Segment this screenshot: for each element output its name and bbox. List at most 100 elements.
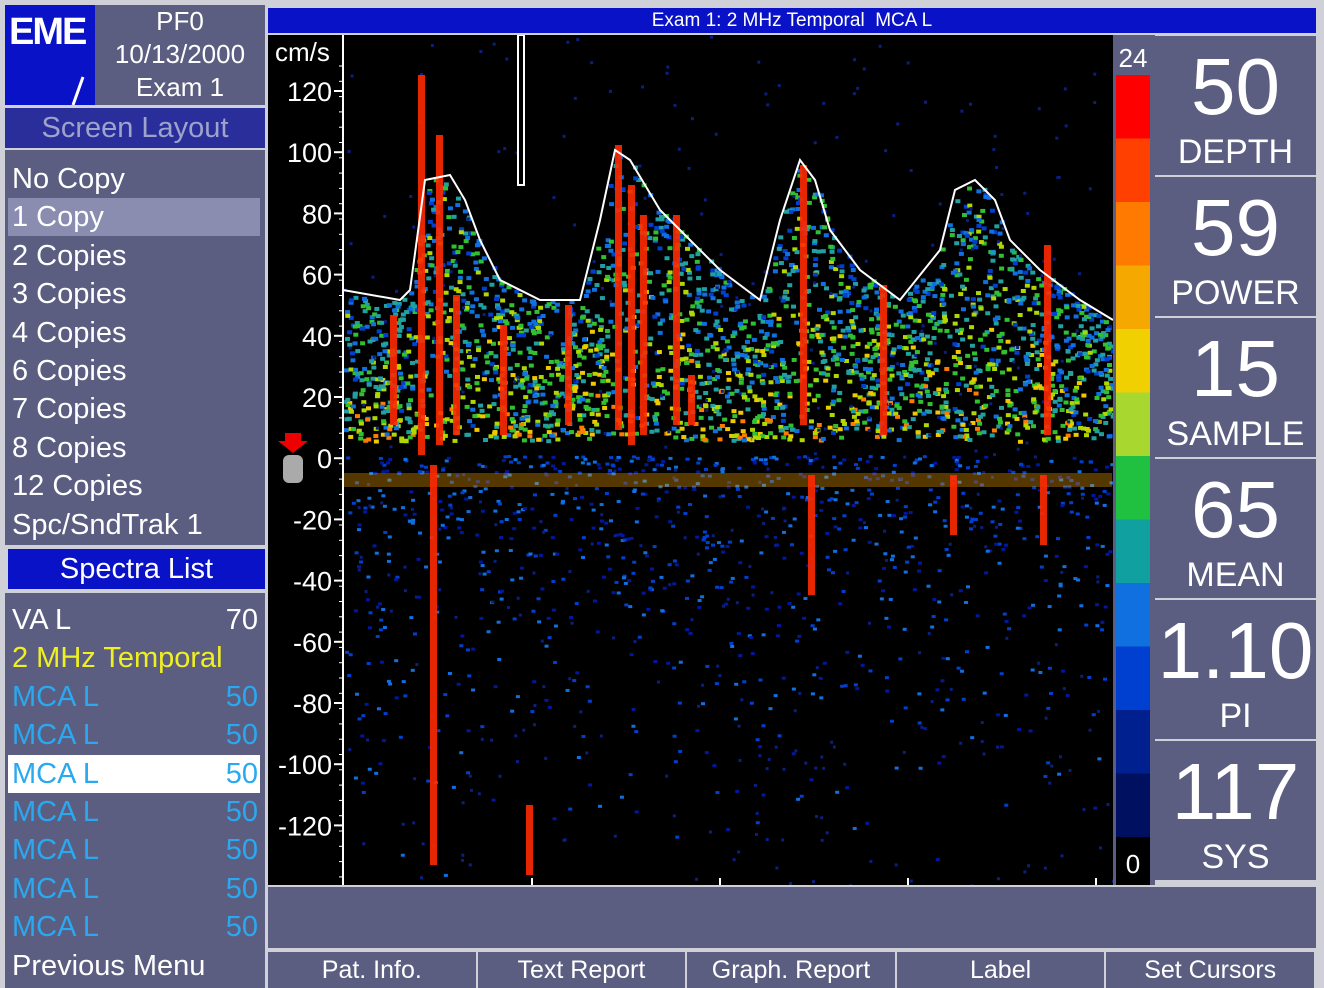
noise xyxy=(1096,392,1101,396)
soft-button[interactable]: Pat. Info. xyxy=(268,952,476,988)
spectra-item[interactable]: MCA L50 xyxy=(8,831,260,869)
noise xyxy=(944,351,947,354)
date: 10/13/2000 xyxy=(95,38,265,71)
readout-label: MEAN xyxy=(1155,555,1316,595)
menu-item[interactable]: No Copy xyxy=(8,160,260,198)
noise xyxy=(939,430,944,434)
menu-item[interactable]: Spc/SndTrak 1 xyxy=(8,506,260,544)
noise xyxy=(597,463,601,466)
noise xyxy=(730,645,734,648)
menu-item[interactable]: 7 Copies xyxy=(8,390,260,428)
menu-item[interactable]: 4 Copies xyxy=(8,314,260,352)
spectra-item[interactable]: MCA L50 xyxy=(8,908,260,946)
soft-button[interactable]: Label xyxy=(897,952,1105,988)
menu-item[interactable]: 12 Copies xyxy=(8,467,260,505)
noise xyxy=(793,517,797,520)
noise xyxy=(612,636,615,639)
noise xyxy=(673,435,678,439)
spectra-item[interactable]: MCA L50 xyxy=(8,870,260,908)
noise xyxy=(804,762,807,765)
noise xyxy=(390,610,393,613)
noise xyxy=(735,305,740,309)
noise xyxy=(822,767,825,770)
noise xyxy=(483,573,487,576)
noise xyxy=(727,598,730,601)
noise xyxy=(771,415,776,419)
noise xyxy=(1018,301,1023,305)
previous-menu[interactable]: Previous Menu xyxy=(12,947,260,985)
noise xyxy=(408,420,413,424)
noise xyxy=(502,288,507,292)
noise xyxy=(928,402,933,406)
noise xyxy=(989,328,994,332)
noise xyxy=(655,429,660,433)
noise xyxy=(581,461,585,464)
spectra-item[interactable]: MCA L50 xyxy=(8,678,260,716)
noise xyxy=(548,706,552,709)
noise xyxy=(657,499,660,502)
noise xyxy=(969,207,972,210)
noise xyxy=(792,236,797,240)
y-tick-label: 120 xyxy=(287,77,332,107)
screen: EME PF0 10/13/2000 Exam 1 Screen Layout … xyxy=(0,0,1324,988)
noise xyxy=(471,689,475,692)
noise xyxy=(943,388,948,392)
menu-item[interactable]: 6 Copies xyxy=(8,352,260,390)
menu-item[interactable]: 1 Copy xyxy=(8,198,260,236)
menu-item[interactable]: 2 Copies xyxy=(8,237,260,275)
noise xyxy=(1013,261,1018,265)
noise xyxy=(685,247,690,251)
noise xyxy=(976,189,981,193)
spectra-item[interactable]: 2 MHz Temporal xyxy=(8,639,260,677)
noise xyxy=(532,680,536,683)
noise xyxy=(1069,407,1074,411)
noise xyxy=(467,385,472,389)
spectra-item[interactable]: MCA L50 xyxy=(8,793,260,831)
noise xyxy=(523,395,528,399)
noise xyxy=(600,344,605,348)
noise xyxy=(517,461,521,464)
noise xyxy=(455,616,458,619)
noise xyxy=(362,791,366,794)
noise xyxy=(966,585,970,588)
noise xyxy=(642,592,646,595)
noise xyxy=(752,338,757,342)
noise xyxy=(573,223,576,226)
noise xyxy=(864,526,868,529)
noise xyxy=(923,384,928,388)
soft-button[interactable]: Set Cursors xyxy=(1106,952,1314,988)
spectra-item[interactable]: VA L70 xyxy=(8,601,260,639)
soft-button[interactable]: Graph. Report xyxy=(687,952,895,988)
spectra-item[interactable]: MCA L50 xyxy=(8,755,260,793)
menu-item[interactable]: 3 Copies xyxy=(8,275,260,313)
spectra-item[interactable]: MCA L50 xyxy=(8,716,260,754)
noise xyxy=(843,293,848,297)
noise xyxy=(534,386,539,390)
noise xyxy=(958,464,962,467)
noise xyxy=(900,363,905,367)
noise xyxy=(368,626,372,629)
noise xyxy=(850,308,855,312)
noise xyxy=(976,614,980,617)
noise xyxy=(1073,457,1077,460)
noise xyxy=(1052,312,1057,316)
noise xyxy=(402,353,407,357)
noise xyxy=(681,435,686,439)
noise xyxy=(536,326,541,330)
menu-item[interactable]: 8 Copies xyxy=(8,429,260,467)
noise xyxy=(974,365,977,368)
noise xyxy=(456,197,461,201)
noise xyxy=(1090,364,1095,368)
noise xyxy=(831,400,836,404)
noise xyxy=(1009,348,1014,352)
noise xyxy=(930,464,934,467)
noise xyxy=(458,245,463,249)
noise xyxy=(377,329,382,333)
noise xyxy=(651,458,655,461)
noise xyxy=(733,858,736,861)
noise xyxy=(638,165,641,168)
soft-button[interactable]: Text Report xyxy=(478,952,686,988)
noise xyxy=(995,316,1000,320)
noise xyxy=(1000,427,1003,430)
noise xyxy=(497,150,500,153)
